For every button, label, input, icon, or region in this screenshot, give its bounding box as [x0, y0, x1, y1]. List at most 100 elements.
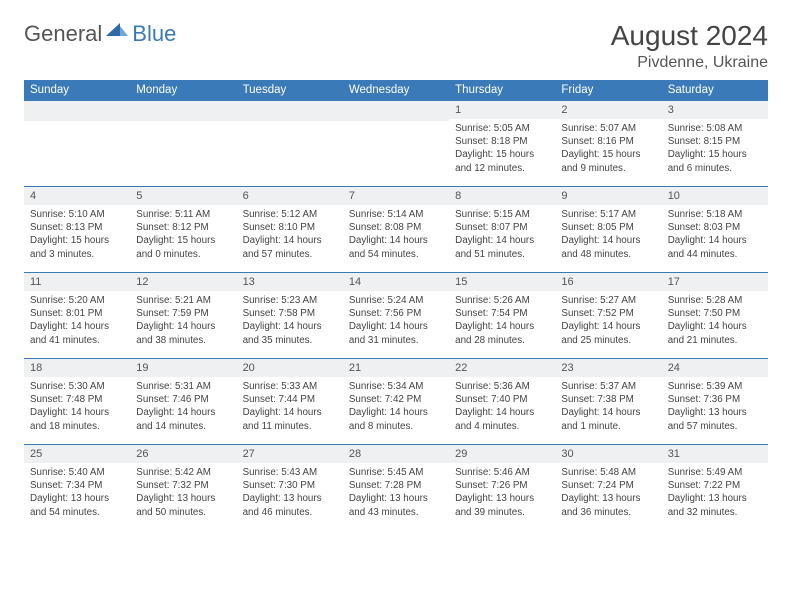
sunset-text: Sunset: 7:59 PM [136, 307, 230, 320]
day-content: Sunrise: 5:18 AMSunset: 8:03 PMDaylight:… [662, 205, 768, 265]
calendar-day-cell: 4Sunrise: 5:10 AMSunset: 8:13 PMDaylight… [24, 186, 130, 272]
day-number: 21 [343, 358, 449, 377]
sunset-text: Sunset: 8:08 PM [349, 221, 443, 234]
day-number: 17 [662, 272, 768, 291]
calendar-day-cell: 30Sunrise: 5:48 AMSunset: 7:24 PMDayligh… [555, 444, 661, 530]
daylight-text: Daylight: 14 hours and 25 minutes. [561, 320, 655, 346]
calendar-day-cell: 27Sunrise: 5:43 AMSunset: 7:30 PMDayligh… [237, 444, 343, 530]
sunset-text: Sunset: 8:13 PM [30, 221, 124, 234]
daylight-text: Daylight: 14 hours and 35 minutes. [243, 320, 337, 346]
day-number: 2 [555, 100, 661, 119]
day-number: 29 [449, 444, 555, 463]
day-content: Sunrise: 5:33 AMSunset: 7:44 PMDaylight:… [237, 377, 343, 437]
calendar-day-cell: 14Sunrise: 5:24 AMSunset: 7:56 PMDayligh… [343, 272, 449, 358]
daylight-text: Daylight: 15 hours and 3 minutes. [30, 234, 124, 260]
daylight-text: Daylight: 13 hours and 57 minutes. [668, 406, 762, 432]
sunset-text: Sunset: 7:42 PM [349, 393, 443, 406]
day-number: 9 [555, 186, 661, 205]
sunset-text: Sunset: 7:48 PM [30, 393, 124, 406]
sunrise-text: Sunrise: 5:26 AM [455, 294, 549, 307]
sunset-text: Sunset: 8:12 PM [136, 221, 230, 234]
daylight-text: Daylight: 13 hours and 43 minutes. [349, 492, 443, 518]
calendar-day-cell: 29Sunrise: 5:46 AMSunset: 7:26 PMDayligh… [449, 444, 555, 530]
daylight-text: Daylight: 13 hours and 32 minutes. [668, 492, 762, 518]
day-content: Sunrise: 5:26 AMSunset: 7:54 PMDaylight:… [449, 291, 555, 351]
sunset-text: Sunset: 7:50 PM [668, 307, 762, 320]
calendar-day-cell: 18Sunrise: 5:30 AMSunset: 7:48 PMDayligh… [24, 358, 130, 444]
day-number: 27 [237, 444, 343, 463]
day-number: 11 [24, 272, 130, 291]
calendar-day-cell [237, 100, 343, 186]
day-content: Sunrise: 5:39 AMSunset: 7:36 PMDaylight:… [662, 377, 768, 437]
sunrise-text: Sunrise: 5:36 AM [455, 380, 549, 393]
day-content: Sunrise: 5:08 AMSunset: 8:15 PMDaylight:… [662, 119, 768, 179]
sunrise-text: Sunrise: 5:45 AM [349, 466, 443, 479]
day-content: Sunrise: 5:40 AMSunset: 7:34 PMDaylight:… [24, 463, 130, 523]
daylight-text: Daylight: 14 hours and 54 minutes. [349, 234, 443, 260]
logo-mark-icon [106, 20, 128, 41]
sunrise-text: Sunrise: 5:05 AM [455, 122, 549, 135]
sunrise-text: Sunrise: 5:42 AM [136, 466, 230, 479]
sunrise-text: Sunrise: 5:37 AM [561, 380, 655, 393]
calendar-day-cell: 3Sunrise: 5:08 AMSunset: 8:15 PMDaylight… [662, 100, 768, 186]
calendar-day-cell: 17Sunrise: 5:28 AMSunset: 7:50 PMDayligh… [662, 272, 768, 358]
sunset-text: Sunset: 7:24 PM [561, 479, 655, 492]
day-content: Sunrise: 5:14 AMSunset: 8:08 PMDaylight:… [343, 205, 449, 265]
calendar-week-row: 11Sunrise: 5:20 AMSunset: 8:01 PMDayligh… [24, 272, 768, 358]
calendar-day-cell: 9Sunrise: 5:17 AMSunset: 8:05 PMDaylight… [555, 186, 661, 272]
day-number [130, 100, 236, 121]
sunset-text: Sunset: 8:15 PM [668, 135, 762, 148]
sunset-text: Sunset: 8:05 PM [561, 221, 655, 234]
weekday-thu: Thursday [449, 80, 555, 100]
sunrise-text: Sunrise: 5:20 AM [30, 294, 124, 307]
sunset-text: Sunset: 7:46 PM [136, 393, 230, 406]
day-number: 4 [24, 186, 130, 205]
daylight-text: Daylight: 14 hours and 48 minutes. [561, 234, 655, 260]
calendar-day-cell: 19Sunrise: 5:31 AMSunset: 7:46 PMDayligh… [130, 358, 236, 444]
sunset-text: Sunset: 7:40 PM [455, 393, 549, 406]
calendar-day-cell: 25Sunrise: 5:40 AMSunset: 7:34 PMDayligh… [24, 444, 130, 530]
location-label: Pivdenne, Ukraine [611, 54, 768, 72]
calendar-day-cell: 12Sunrise: 5:21 AMSunset: 7:59 PMDayligh… [130, 272, 236, 358]
daylight-text: Daylight: 14 hours and 38 minutes. [136, 320, 230, 346]
calendar-day-cell: 16Sunrise: 5:27 AMSunset: 7:52 PMDayligh… [555, 272, 661, 358]
day-content: Sunrise: 5:28 AMSunset: 7:50 PMDaylight:… [662, 291, 768, 351]
calendar-table: Sunday Monday Tuesday Wednesday Thursday… [24, 80, 768, 530]
weekday-wed: Wednesday [343, 80, 449, 100]
day-content: Sunrise: 5:20 AMSunset: 8:01 PMDaylight:… [24, 291, 130, 351]
daylight-text: Daylight: 14 hours and 1 minute. [561, 406, 655, 432]
sunset-text: Sunset: 7:36 PM [668, 393, 762, 406]
daylight-text: Daylight: 14 hours and 18 minutes. [30, 406, 124, 432]
sunset-text: Sunset: 7:30 PM [243, 479, 337, 492]
daylight-text: Daylight: 14 hours and 8 minutes. [349, 406, 443, 432]
day-number: 5 [130, 186, 236, 205]
weekday-fri: Friday [555, 80, 661, 100]
calendar-day-cell: 15Sunrise: 5:26 AMSunset: 7:54 PMDayligh… [449, 272, 555, 358]
day-content: Sunrise: 5:10 AMSunset: 8:13 PMDaylight:… [24, 205, 130, 265]
day-content: Sunrise: 5:21 AMSunset: 7:59 PMDaylight:… [130, 291, 236, 351]
day-content: Sunrise: 5:42 AMSunset: 7:32 PMDaylight:… [130, 463, 236, 523]
day-content: Sunrise: 5:07 AMSunset: 8:16 PMDaylight:… [555, 119, 661, 179]
day-number: 30 [555, 444, 661, 463]
sunrise-text: Sunrise: 5:33 AM [243, 380, 337, 393]
day-number: 19 [130, 358, 236, 377]
sunset-text: Sunset: 8:16 PM [561, 135, 655, 148]
day-content: Sunrise: 5:24 AMSunset: 7:56 PMDaylight:… [343, 291, 449, 351]
day-number: 23 [555, 358, 661, 377]
sunrise-text: Sunrise: 5:10 AM [30, 208, 124, 221]
calendar-day-cell: 31Sunrise: 5:49 AMSunset: 7:22 PMDayligh… [662, 444, 768, 530]
sunset-text: Sunset: 7:56 PM [349, 307, 443, 320]
sunset-text: Sunset: 7:34 PM [30, 479, 124, 492]
page-title: August 2024 [611, 20, 768, 52]
sunrise-text: Sunrise: 5:43 AM [243, 466, 337, 479]
day-content: Sunrise: 5:12 AMSunset: 8:10 PMDaylight:… [237, 205, 343, 265]
sunrise-text: Sunrise: 5:11 AM [136, 208, 230, 221]
calendar-day-cell [343, 100, 449, 186]
header: General Blue August 2024 Pivdenne, Ukrai… [24, 20, 768, 72]
sunrise-text: Sunrise: 5:46 AM [455, 466, 549, 479]
weekday-sat: Saturday [662, 80, 768, 100]
weekday-sun: Sunday [24, 80, 130, 100]
daylight-text: Daylight: 13 hours and 39 minutes. [455, 492, 549, 518]
day-number: 20 [237, 358, 343, 377]
weekday-tue: Tuesday [237, 80, 343, 100]
